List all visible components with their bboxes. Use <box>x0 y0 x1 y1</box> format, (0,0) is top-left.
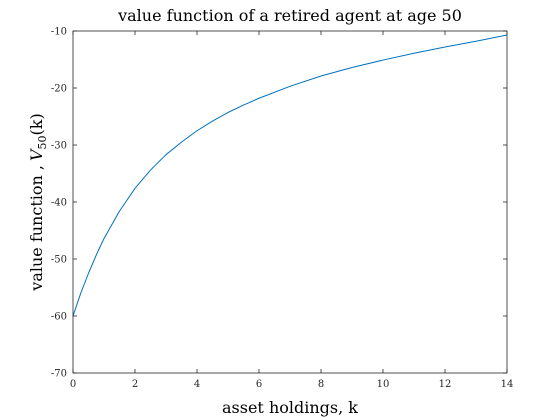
y-tick-label: -40 <box>51 198 67 209</box>
y-tick-label: -10 <box>51 27 67 38</box>
y-tick-label: -70 <box>51 369 67 380</box>
x-tick-label: 4 <box>194 379 200 390</box>
x-tick-label: 2 <box>132 379 138 390</box>
x-axis-label: asset holdings, k <box>222 398 358 417</box>
y-axis-label-argument: (k) <box>27 113 46 135</box>
series-line-0 <box>72 34 508 317</box>
y-axis-label-symbol: V <box>27 148 46 161</box>
x-tick-label: 0 <box>70 379 76 390</box>
y-axis-label-prefix: value function , <box>27 165 46 292</box>
plot-area <box>73 31 507 373</box>
y-tick-label: -50 <box>51 255 67 266</box>
series-layer <box>72 34 508 317</box>
x-tick-label: 12 <box>439 379 452 390</box>
x-tick-label: 8 <box>318 379 324 390</box>
x-tick-label: 14 <box>501 379 514 390</box>
y-tick-label: -20 <box>51 84 67 95</box>
x-axis-ticks: 0 2 4 6 8 10 12 14 <box>70 31 514 390</box>
y-tick-label: -60 <box>51 312 67 323</box>
y-axis-ticks: -70 -60 -50 -40 -30 -20 -10 <box>51 27 507 380</box>
y-axis-label-subscript: 50 <box>36 135 49 149</box>
y-axis-label: value function , V50(k) <box>27 113 49 291</box>
y-tick-label: -30 <box>51 141 67 152</box>
x-tick-label: 6 <box>256 379 262 390</box>
x-tick-label: 10 <box>377 379 390 390</box>
chart-title: value function of a retired agent at age… <box>117 6 462 25</box>
